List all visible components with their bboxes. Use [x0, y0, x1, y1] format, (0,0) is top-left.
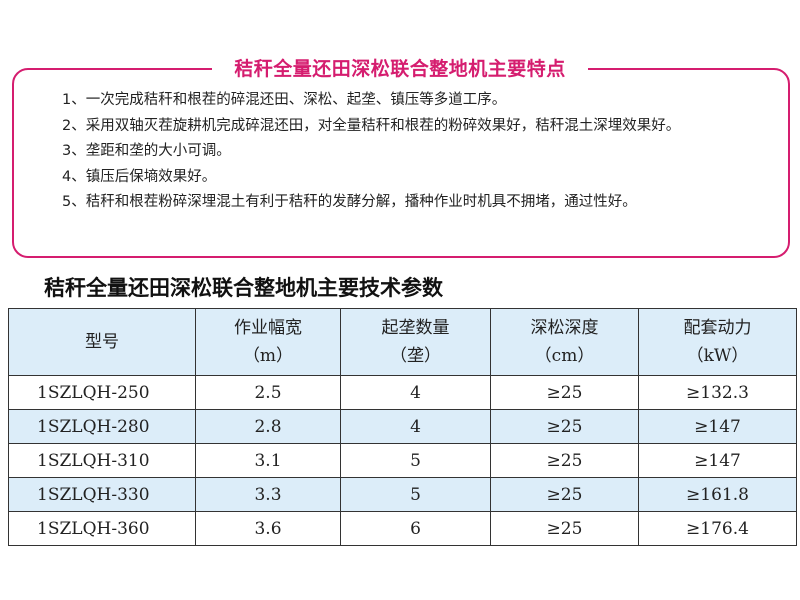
- feature-item: 3、垄距和垄的大小可调。: [62, 143, 231, 159]
- cell-power: ≥147: [638, 409, 797, 444]
- cell-ridges: 6: [340, 511, 491, 546]
- specs-table: 型号 作业幅宽 （m） 起垄数量 （垄） 深松深度 （cm） 配套动力 （kW） 1SZ…: [8, 308, 797, 546]
- cell-depth: ≥25: [490, 443, 639, 478]
- cell-width: 2.5: [195, 375, 341, 410]
- table-row: 1SZLQH-360 3.6 6 ≥25 ≥176.4: [8, 511, 797, 546]
- cell-model: 1SZLQH-310: [8, 443, 196, 478]
- feature-item: 2、采用双轴灭茬旋耕机完成碎混还田，对全量秸秆和根茬的粉碎效果好，秸秆混土深埋效…: [62, 117, 681, 134]
- features-title-wrap: 秸秆全量还田深松联合整地机主要特点: [0, 54, 800, 81]
- cell-model: 1SZLQH-330: [8, 477, 196, 512]
- table-row: 1SZLQH-310 3.1 5 ≥25 ≥147: [8, 443, 797, 478]
- cell-depth: ≥25: [490, 409, 639, 444]
- feature-item: 1、一次完成秸秆和根茬的碎混还田、深松、起垄、镇压等多道工序。: [62, 92, 507, 108]
- table-row: 1SZLQH-250 2.5 4 ≥25 ≥132.3: [8, 375, 797, 410]
- features-title: 秸秆全量还田深松联合整地机主要特点: [212, 58, 588, 80]
- cell-power: ≥132.3: [638, 375, 797, 410]
- cell-ridges: 4: [340, 375, 491, 410]
- feature-item: 5、秸秆和根茬粉碎深埋混土有利于秸秆的发酵分解，播种作业时机具不拥堵，通过性好。: [62, 194, 637, 210]
- header-power: 配套动力 （kW）: [638, 308, 797, 376]
- cell-width: 3.1: [195, 443, 341, 478]
- cell-ridges: 5: [340, 477, 491, 512]
- cell-depth: ≥25: [490, 477, 639, 512]
- cell-power: ≥147: [638, 443, 797, 478]
- specs-title: 秸秆全量还田深松联合整地机主要技术参数: [44, 275, 443, 300]
- cell-depth: ≥25: [490, 375, 639, 410]
- cell-power: ≥176.4: [638, 511, 797, 546]
- table-header-row: 型号 作业幅宽 （m） 起垄数量 （垄） 深松深度 （cm） 配套动力 （kW）: [8, 308, 797, 376]
- header-width: 作业幅宽 （m）: [195, 308, 341, 376]
- cell-width: 3.6: [195, 511, 341, 546]
- feature-item: 4、镇压后保墒效果好。: [62, 168, 217, 185]
- cell-ridges: 5: [340, 443, 491, 478]
- cell-model: 1SZLQH-250: [8, 375, 196, 410]
- cell-depth: ≥25: [490, 511, 639, 546]
- cell-model: 1SZLQH-280: [8, 409, 196, 444]
- table-row: 1SZLQH-330 3.3 5 ≥25 ≥161.8: [8, 477, 797, 512]
- header-model: 型号: [8, 308, 196, 376]
- cell-model: 1SZLQH-360: [8, 511, 196, 546]
- cell-ridges: 4: [340, 409, 491, 444]
- header-depth: 深松深度 （cm）: [490, 308, 639, 376]
- cell-width: 3.3: [195, 477, 341, 512]
- header-ridges: 起垄数量 （垄）: [340, 308, 491, 376]
- features-list: 1、一次完成秸秆和根茬的碎混还田、深松、起垄、镇压等多道工序。 2、采用双轴灭茬…: [62, 88, 772, 216]
- table-row: 1SZLQH-280 2.8 4 ≥25 ≥147: [8, 409, 797, 444]
- cell-width: 2.8: [195, 409, 341, 444]
- cell-power: ≥161.8: [638, 477, 797, 512]
